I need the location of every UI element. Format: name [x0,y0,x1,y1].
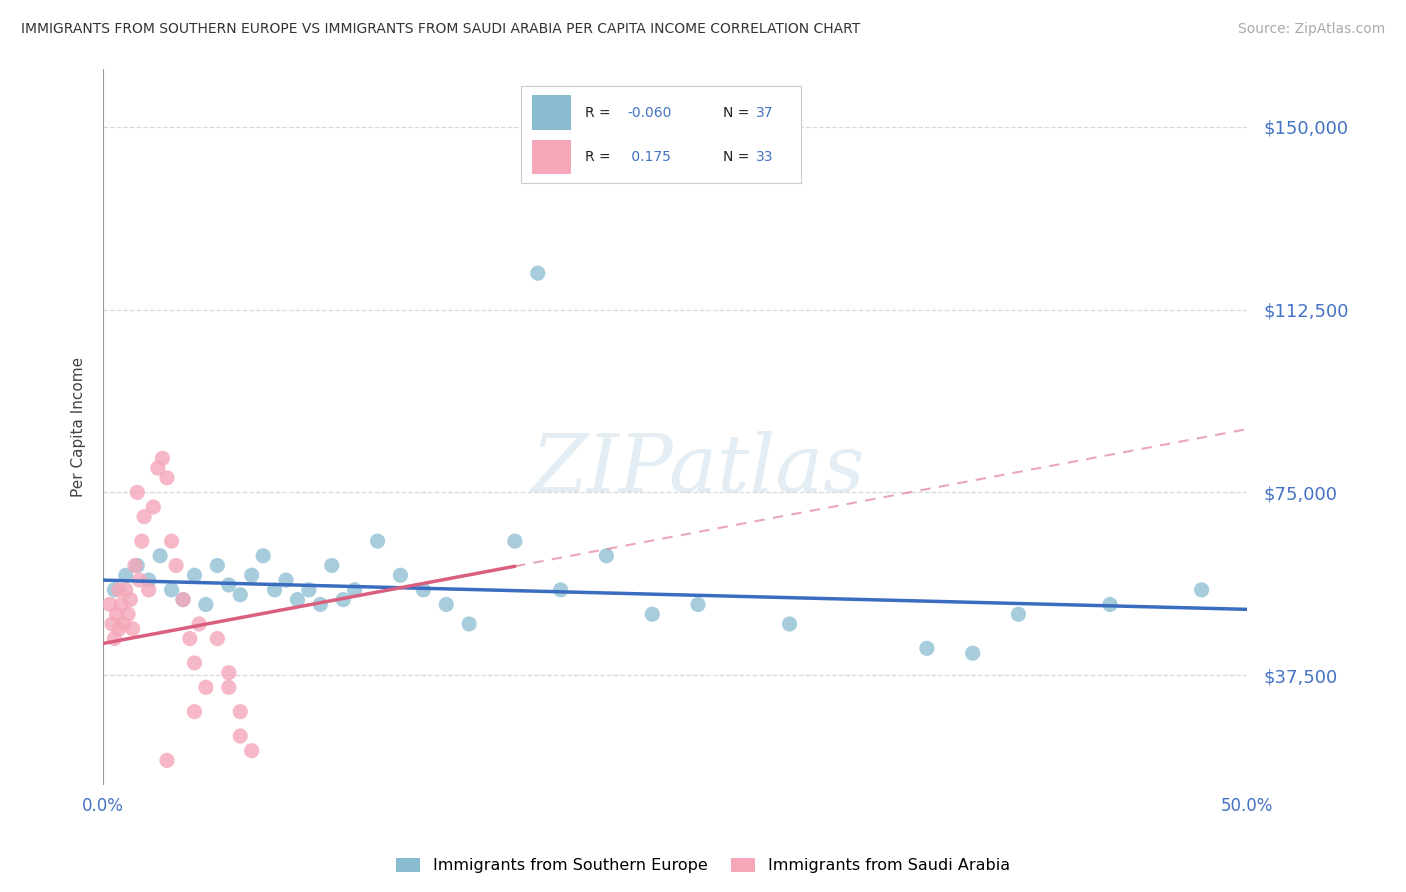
Point [298,582,321,597]
Point [218,578,240,592]
Point [321,558,343,573]
Point [103,632,125,646]
Point [138,573,160,587]
Point [110,598,132,612]
Point [252,549,274,563]
Point [367,534,389,549]
Y-axis label: Per Capita Income: Per Capita Income [72,357,86,497]
Point [156,753,179,767]
Point [108,622,131,636]
Point [160,534,183,549]
Point [152,451,174,466]
Point [526,266,548,280]
Point [183,656,205,670]
Point [263,582,285,597]
Point [915,641,938,656]
Point [108,582,131,597]
Point [389,568,412,582]
Point [1098,598,1121,612]
Point [131,534,153,549]
Point [218,665,240,680]
Point [779,617,801,632]
Point [1191,582,1213,597]
Point [142,500,165,514]
Point [686,598,709,612]
Point [103,582,125,597]
Point [160,582,183,597]
Point [156,471,179,485]
Point [287,592,309,607]
Point [114,568,136,582]
Point [595,549,617,563]
Point [149,549,172,563]
Point [172,592,194,607]
Text: Source: ZipAtlas.com: Source: ZipAtlas.com [1237,22,1385,37]
Point [207,558,229,573]
Point [124,558,146,573]
Point [138,582,160,597]
Point [458,617,481,632]
Point [112,617,135,632]
Point [194,681,217,695]
Point [188,617,211,632]
Point [641,607,664,622]
Point [229,588,252,602]
Point [240,568,263,582]
Point [120,592,142,607]
Point [146,461,169,475]
Point [550,582,572,597]
Point [503,534,526,549]
Point [165,558,187,573]
Point [172,592,194,607]
Legend: Immigrants from Southern Europe, Immigrants from Saudi Arabia: Immigrants from Southern Europe, Immigra… [389,851,1017,880]
Point [179,632,201,646]
Point [117,607,139,622]
Point [183,705,205,719]
Point [101,617,124,632]
Point [434,598,457,612]
Point [183,568,205,582]
Point [229,729,252,743]
Point [332,592,354,607]
Point [229,705,252,719]
Point [412,582,434,597]
Point [121,622,143,636]
Point [194,598,217,612]
Point [127,485,149,500]
Point [274,573,297,587]
Point [114,582,136,597]
Point [127,558,149,573]
Point [132,509,155,524]
Point [105,607,128,622]
Point [128,573,150,587]
Point [207,632,229,646]
Point [98,598,121,612]
Point [240,744,263,758]
Point [343,582,366,597]
Point [1007,607,1029,622]
Point [309,598,332,612]
Point [962,646,984,660]
Point [218,681,240,695]
Text: IMMIGRANTS FROM SOUTHERN EUROPE VS IMMIGRANTS FROM SAUDI ARABIA PER CAPITA INCOM: IMMIGRANTS FROM SOUTHERN EUROPE VS IMMIG… [21,22,860,37]
Text: ZIPatlas: ZIPatlas [531,431,865,508]
